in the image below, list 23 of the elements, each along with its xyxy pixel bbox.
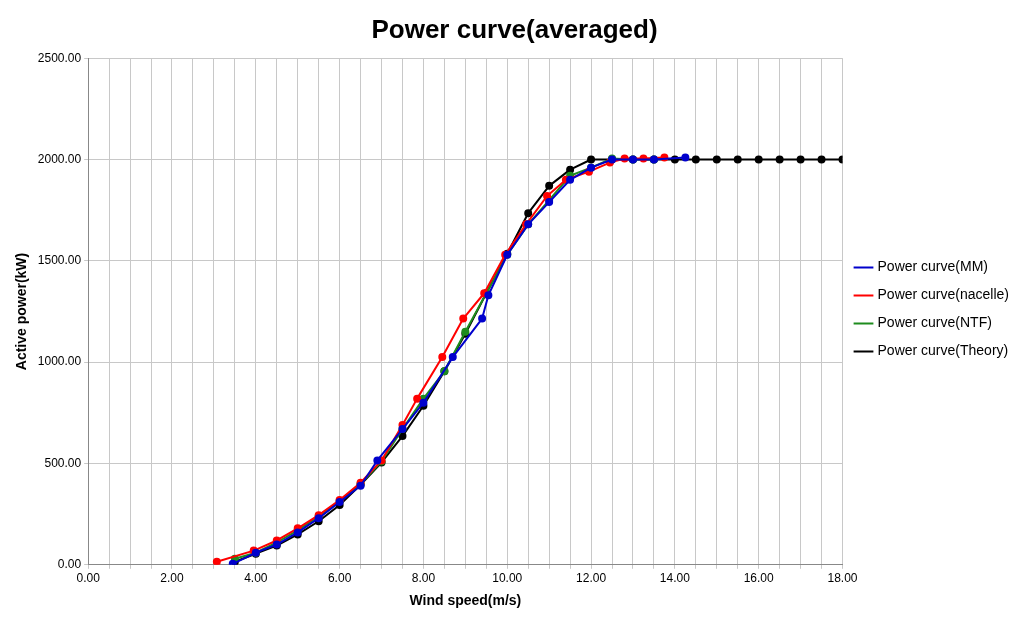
y-tick-label: 1000.00 <box>37 354 82 369</box>
x-tick-label: 8.00 <box>411 571 436 586</box>
x-tick-label: 12.00 <box>576 571 607 586</box>
x-tick-label: 14.00 <box>659 571 691 586</box>
legend-label: Power curve(MM) <box>877 258 988 275</box>
x-axis-title: Wind speed(m/s) <box>409 592 522 609</box>
y-axis-title: Active power(kW) <box>13 252 30 371</box>
x-tick-label: 2.00 <box>160 571 184 586</box>
legend-label: Power curve(NTF) <box>877 314 992 331</box>
chart-title: Power curve(averaged) <box>371 13 658 44</box>
y-tick-label: 500.00 <box>44 455 82 470</box>
x-tick-label: 16.00 <box>743 571 775 586</box>
legend-label: Power curve(Theory) <box>877 342 1009 359</box>
y-tick-label: 2000.00 <box>37 151 82 166</box>
x-tick-label: 0.00 <box>76 571 101 586</box>
x-tick-label: 10.00 <box>492 571 523 586</box>
legend-label: Power curve(nacelle) <box>877 286 1009 303</box>
x-tick-label: 4.00 <box>244 571 268 586</box>
y-tick-label: 0.00 <box>57 557 82 572</box>
x-tick-label: 6.00 <box>327 571 352 586</box>
y-tick-label: 2500.00 <box>37 50 82 65</box>
y-tick-label: 1500.00 <box>37 253 82 268</box>
x-tick-label: 18.00 <box>827 571 858 586</box>
